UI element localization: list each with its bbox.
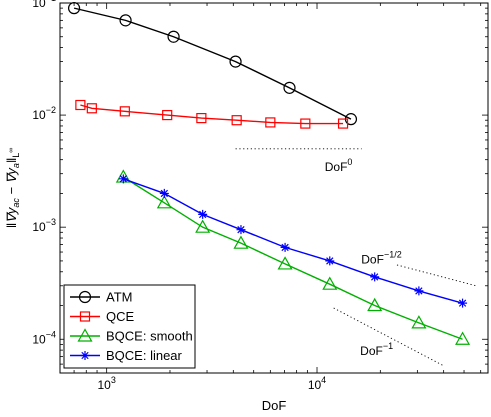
series-line bbox=[80, 104, 344, 125]
reference-line-label-base: DoF bbox=[361, 252, 384, 266]
legend-label: ATM bbox=[106, 290, 132, 305]
data-point bbox=[119, 106, 130, 117]
legend-swatch-marker bbox=[77, 328, 93, 342]
plot-frame bbox=[59, 2, 489, 374]
series-2 bbox=[115, 169, 471, 345]
axis-ticks bbox=[59, 2, 488, 374]
legend-label: QCE bbox=[106, 309, 135, 324]
data-point bbox=[118, 174, 128, 184]
legend-item: QCE bbox=[70, 309, 135, 324]
data-point bbox=[198, 209, 208, 219]
data-point bbox=[196, 112, 207, 124]
x-tick-label: 103 bbox=[97, 375, 115, 392]
y-tick-label: 10−4 bbox=[32, 329, 56, 346]
data-point bbox=[236, 225, 246, 235]
y-axis-label: ‖∇yac − ∇ya‖L∞ bbox=[4, 148, 21, 229]
data-point bbox=[159, 188, 169, 198]
tick-labels: 103 104 10−1 10−2 10−3 10−4 bbox=[32, 0, 326, 392]
data-point bbox=[325, 256, 335, 266]
reference-line-2 bbox=[333, 307, 444, 367]
legend: ATM QCE BQCE: smooth BQCE: linear bbox=[63, 284, 196, 369]
reference-line-label: DoF0 bbox=[325, 157, 353, 174]
series-line bbox=[73, 7, 352, 120]
data-point bbox=[370, 272, 380, 282]
data-point bbox=[458, 298, 468, 308]
legend-item: BQCE: smooth bbox=[70, 328, 193, 344]
legend-label: BQCE: linear bbox=[106, 348, 183, 363]
data-point bbox=[75, 99, 86, 111]
y-tick-label: 10−2 bbox=[32, 105, 56, 122]
series-3 bbox=[118, 174, 468, 308]
data-point bbox=[277, 256, 293, 270]
svg-text:‖∇yac − ∇ya‖L∞: ‖∇yac − ∇ya‖L∞ bbox=[4, 148, 21, 229]
data-point bbox=[455, 331, 471, 345]
x-axis-label: DoF bbox=[262, 398, 287, 413]
data-point bbox=[162, 109, 173, 121]
data-point bbox=[167, 30, 180, 43]
legend-item: ATM bbox=[70, 290, 132, 305]
y-tick-label: 10−1 bbox=[32, 0, 56, 10]
series-line bbox=[122, 176, 463, 340]
series-1 bbox=[75, 99, 349, 129]
data-point bbox=[283, 81, 296, 94]
reference-line-label-base: DoF bbox=[360, 344, 383, 358]
legend-swatch-marker bbox=[80, 351, 90, 360]
reference-line-label-exp: 0 bbox=[347, 157, 352, 167]
reference-line-label: DoF−1/2 bbox=[361, 249, 401, 266]
reference-line-label: DoF−1 bbox=[360, 341, 393, 358]
legend-swatch-marker bbox=[78, 290, 92, 304]
reference-line-label-exp: −1/2 bbox=[384, 249, 402, 259]
data-point bbox=[231, 115, 242, 126]
data-point bbox=[280, 242, 290, 252]
y-axis-label-var: y bbox=[4, 206, 19, 215]
reference-line-label-exp: −1 bbox=[383, 341, 393, 351]
data-point bbox=[233, 235, 249, 249]
data-point bbox=[229, 55, 242, 68]
data-point bbox=[119, 14, 132, 27]
data-point bbox=[322, 276, 338, 290]
data-point bbox=[156, 195, 172, 209]
data-point bbox=[414, 286, 424, 296]
x-tick-label: 104 bbox=[308, 375, 326, 392]
data-point bbox=[367, 297, 383, 312]
data-point bbox=[300, 118, 311, 129]
data-point bbox=[195, 219, 211, 233]
reference-line-label-base: DoF bbox=[325, 160, 348, 174]
legend-label: BQCE: smooth bbox=[106, 329, 193, 344]
data-point bbox=[337, 118, 349, 129]
data-point bbox=[86, 103, 97, 114]
legend-item: BQCE: linear bbox=[70, 348, 183, 363]
legend-swatch-marker bbox=[79, 311, 91, 322]
y-tick-label: 10−3 bbox=[32, 217, 56, 234]
data-point bbox=[411, 315, 427, 329]
data-point bbox=[265, 117, 276, 128]
